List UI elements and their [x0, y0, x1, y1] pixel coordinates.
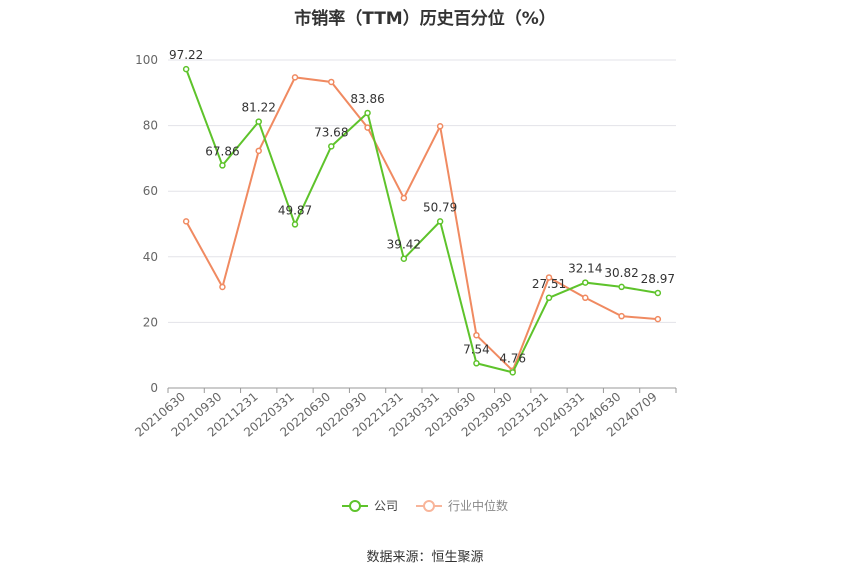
company-point — [364, 109, 371, 117]
data-label: 7.54 — [463, 342, 490, 356]
industry-point — [364, 124, 371, 131]
industry-point — [328, 78, 335, 86]
legend-label-company: 公司 — [373, 499, 398, 513]
legend: 公司 行业中位数 — [0, 497, 850, 514]
data-label: 73.68 — [314, 125, 348, 139]
data-label: 30.82 — [604, 266, 638, 280]
data-label: 81.22 — [242, 101, 276, 115]
series-line-company — [185, 68, 659, 374]
company-point — [473, 360, 480, 367]
chart-title: 市销率（TTM）历史百分位（%） — [294, 9, 556, 29]
y-tick-label: 80 — [143, 119, 158, 133]
industry-point — [182, 218, 190, 225]
source-note: 数据来源：恒生聚源 — [366, 550, 484, 565]
legend-swatch-company — [341, 499, 368, 512]
industry-point — [473, 331, 480, 339]
y-tick-label: 20 — [143, 315, 158, 329]
data-label: 32.14 — [568, 262, 602, 276]
industry-point — [618, 312, 625, 320]
data-label: 83.86 — [350, 92, 384, 106]
industry-point — [436, 123, 444, 130]
company-point — [291, 221, 299, 228]
legend-swatch-industry — [416, 499, 442, 512]
industry-point — [654, 315, 662, 323]
data-label: 27.51 — [532, 277, 566, 291]
y-tick-label: 100 — [135, 53, 158, 67]
company-point — [509, 369, 516, 376]
data-label: 39.42 — [387, 238, 421, 252]
data-label: 97.22 — [169, 48, 203, 62]
industry-point — [582, 294, 589, 302]
data-label: 28.97 — [641, 272, 675, 286]
data-label: 67.86 — [205, 144, 239, 158]
company-point — [182, 65, 190, 73]
industry-point — [219, 283, 226, 291]
y-tick-label: 60 — [143, 184, 158, 198]
company-point — [582, 279, 589, 286]
industry-point — [291, 74, 299, 81]
company-point — [400, 255, 408, 262]
data-label: 4.76 — [499, 351, 526, 365]
industry-point — [545, 274, 553, 281]
legend-item-industry[interactable]: 行业中位数 — [416, 497, 508, 514]
company-point — [255, 118, 262, 125]
company-point — [618, 283, 625, 291]
y-tick-label: 40 — [143, 250, 158, 264]
y-tick-label: 0 — [150, 381, 158, 395]
data-label: 50.79 — [423, 200, 457, 214]
data-label: 49.87 — [278, 203, 312, 217]
company-point — [219, 162, 226, 169]
industry-point — [400, 194, 408, 202]
company-point — [436, 218, 444, 225]
industry-point — [255, 147, 262, 155]
legend-label-industry: 行业中位数 — [448, 499, 509, 513]
company-point — [654, 289, 662, 297]
company-point — [545, 294, 553, 302]
company-point — [328, 143, 335, 150]
legend-item-company[interactable]: 公司 — [341, 497, 398, 514]
